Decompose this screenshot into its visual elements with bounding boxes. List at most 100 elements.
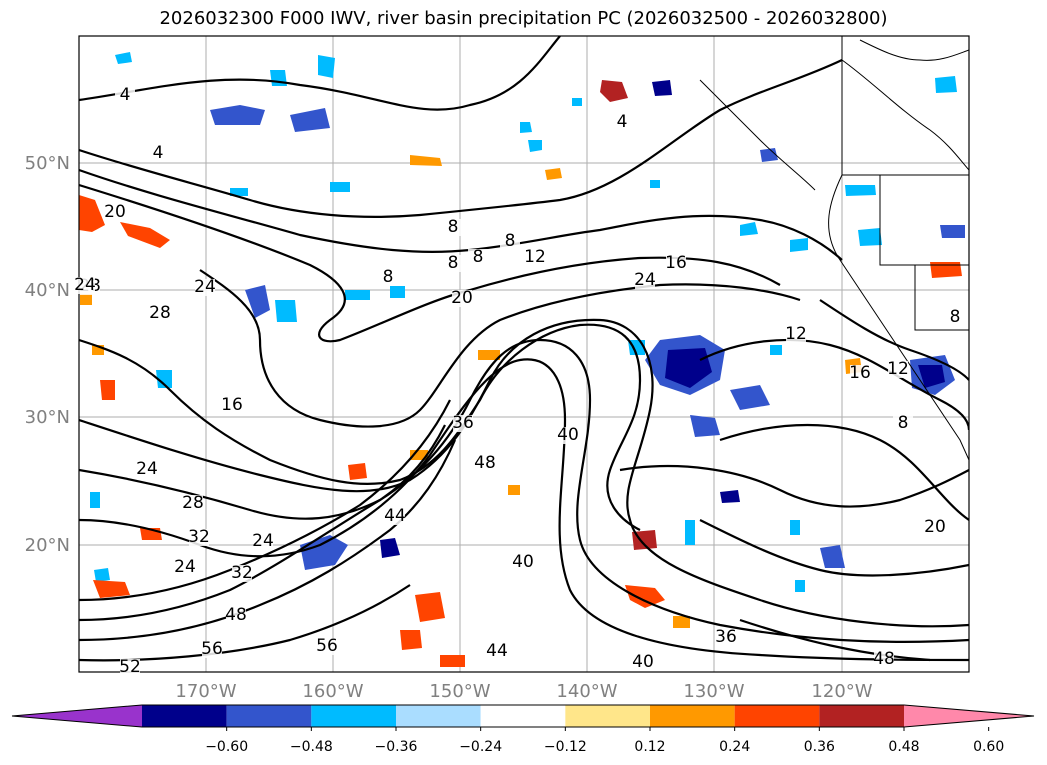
contour-label-bg [850,365,870,382]
contour-label: 12 [887,359,909,379]
lat-tick-labels: 50°N 40°N 30°N 20°N [25,153,70,556]
contour-label-bg [893,415,913,432]
contour-label: 4 [120,85,131,105]
contour-label: 8 [448,217,459,237]
colorbar-segment [226,705,312,727]
contour-label-bg [226,607,246,624]
contour-label-bg [500,233,520,250]
lon-tick-label: 170°W [175,681,236,702]
contour-label: 8 [448,253,459,273]
contour-label: 36 [452,413,474,433]
contour-label-bg [452,290,472,307]
colorbar-tick-label: −0.48 [290,739,333,755]
lat-tick-label: 50°N [25,153,70,174]
contour-label: 8 [505,231,516,251]
colorbar-extend-min [12,705,142,727]
contour-label: 16 [221,395,243,415]
lon-tick-label: 130°W [683,681,744,702]
lon-tick-labels: 170°W 160°W 150°W 140°W 130°W 120°W [175,681,872,702]
precip-negative-blobs [210,80,965,570]
contour-label-bg [716,629,736,646]
contour-label: 56 [316,636,338,656]
contour-label-bg [945,309,965,326]
contour-label: 24 [634,270,656,290]
colorbar-segment [819,705,904,727]
contour-label-bg [105,204,125,221]
contour-label: 32 [188,527,210,547]
contour-label: 8 [898,413,909,433]
contour-label: 32 [231,563,253,583]
contour-label-bg [453,415,473,432]
contour-label: 56 [201,639,223,659]
contour-label-bg [195,279,215,296]
contour-label-bg [874,651,894,668]
contour-label: 40 [557,425,579,445]
colorbar-extend-max [904,705,1034,727]
colorbar-segment [565,705,650,727]
contour-label-bg [468,249,488,266]
contour-label-bg [148,145,168,162]
contour-label-bg [635,272,655,289]
contour-label: 24 [252,531,274,551]
colorbar-segment [311,705,396,727]
colorbar-tick-label: 0.24 [719,739,750,755]
contour-label: 20 [104,202,126,222]
iwv-contours [79,36,969,662]
contour-labels: 4448888121620202424282816242832242432364… [74,85,965,677]
map-title: 2026032300 F000 IWV, river basin precipi… [159,8,888,29]
contour-label-bg [443,219,463,236]
contour-label-bg [137,461,157,478]
lat-tick-label: 30°N [25,407,70,428]
contour-label-bg [189,529,209,546]
contour-label-bg [558,427,578,444]
contour-label: 24 [136,459,158,479]
contour-label-bg [633,654,653,671]
contour-label-bg [666,255,686,272]
colorbar-tick-label: 0.12 [634,739,665,755]
contour-label-bg [888,361,908,378]
colorbar: −0.60 −0.48 −0.36 −0.24 −0.12 0.12 0.24 0.36 0.4… [11,704,1035,755]
contour-label-bg [525,249,545,266]
contour-label: 48 [225,605,247,625]
colorbar-outline [11,704,1035,728]
contour-label-bg [475,455,495,472]
contour-label: 24 [194,277,216,297]
contour-label: 16 [665,253,687,273]
colorbar-segment [480,705,566,727]
contour-label-bg [150,305,170,322]
contour-label-bg [317,638,337,655]
colorbar-tick-label: 0.48 [888,739,919,755]
contour-label-bg [183,495,203,512]
contour-label: 28 [182,493,204,513]
precip-light-negative-blobs [90,52,957,592]
contour-label-bg [925,519,945,536]
contour-label: 24 [74,275,96,295]
contour-label: 8 [473,247,484,267]
map-plot-area [79,36,969,672]
contour-label-bg [232,565,252,582]
contour-label-bg [612,114,632,131]
lon-tick-label: 140°W [556,681,617,702]
contour-label-bg [378,269,398,286]
colorbar-segment [734,705,820,727]
contour-label-bg [487,643,507,660]
lon-tick-label: 160°W [302,681,363,702]
contour-label-bg [253,533,273,550]
contour-label: 48 [474,453,496,473]
contour-label-bg [202,641,222,658]
colorbar-tick-label: 0.60 [973,739,1004,755]
contour-label: 36 [715,627,737,647]
precip-positive-blobs [79,80,962,667]
lon-tick-label: 150°W [429,681,490,702]
contour-label: 24 [174,557,196,577]
contour-label: 20 [924,517,946,537]
contour-label-bg [120,659,140,676]
colorbar-segment [396,705,481,727]
contour-label-bg [385,508,405,525]
contour-label: 40 [632,652,654,672]
contour-label: 40 [512,552,534,572]
contour-label: 4 [153,143,164,163]
contour-label-bg [75,277,95,294]
contour-label-bg [513,554,533,571]
